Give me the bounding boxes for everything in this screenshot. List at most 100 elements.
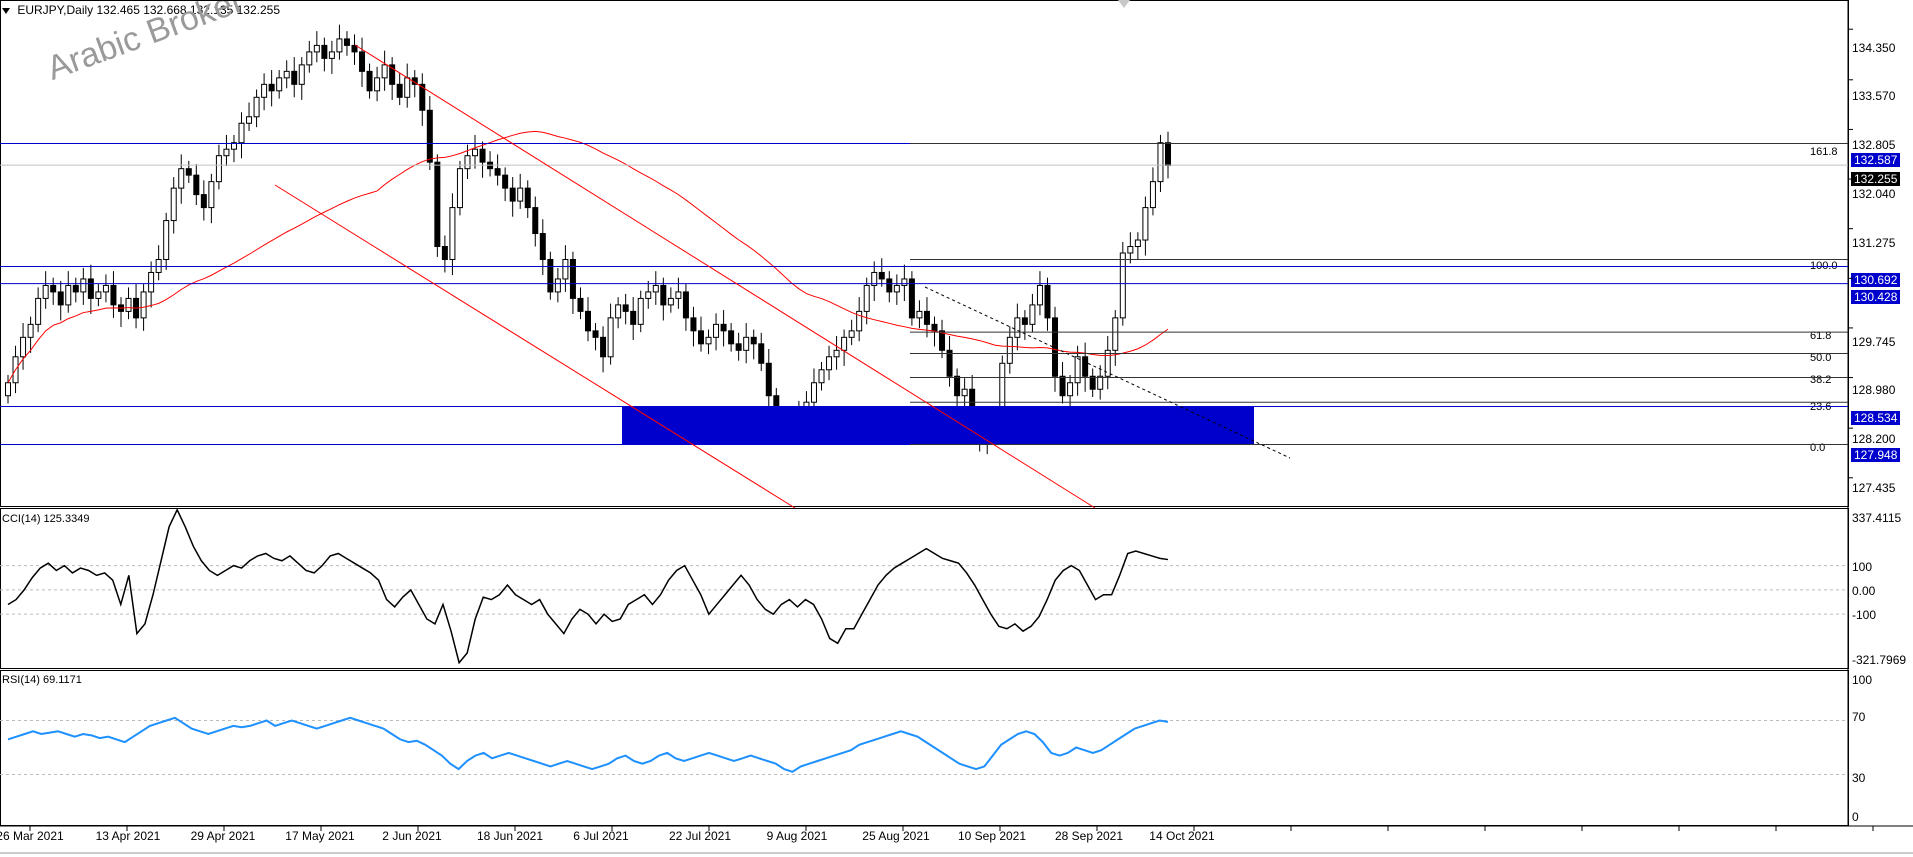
candle-body: [826, 356, 833, 371]
candle-body: [110, 284, 117, 306]
candle-body: [901, 278, 908, 286]
candle-body: [585, 310, 591, 332]
candle-body: [80, 278, 87, 293]
chart-header: EURJPY,Daily 132.465 132.668 132.135 132…: [2, 3, 280, 17]
moving-average-line: [7, 130, 1169, 383]
price-tick: 134.350: [1852, 41, 1896, 55]
candle-body: [1044, 284, 1051, 319]
candle-body: [42, 284, 49, 299]
fib-label-236: 23.6: [1810, 401, 1832, 413]
candle-body: [509, 187, 516, 202]
candle-body: [1029, 304, 1036, 325]
candle-body: [87, 278, 94, 299]
support-zone: [622, 406, 1254, 445]
candle-body: [238, 122, 245, 144]
candle-body: [622, 304, 629, 312]
candle-body: [1097, 375, 1104, 390]
candle-body: [140, 291, 147, 319]
candle-body: [833, 349, 840, 358]
fib-label-50: 50.0: [1810, 352, 1832, 364]
candle-body: [1119, 252, 1126, 319]
candle-body: [95, 291, 102, 299]
candle-body: [396, 83, 403, 98]
candle-body: [818, 369, 825, 384]
candle-body: [1134, 239, 1141, 248]
rsi-tick: 100: [1852, 673, 1873, 687]
candle-body: [494, 168, 501, 176]
candle-body: [1052, 317, 1059, 377]
candle-body: [637, 297, 644, 325]
candle-body: [893, 284, 900, 293]
candle-body: [343, 38, 350, 46]
candle-body: [449, 207, 456, 260]
candle-body: [276, 77, 283, 92]
candle-body: [404, 77, 411, 98]
trendline-lower: [274, 184, 796, 509]
price-tick: 128.200: [1852, 432, 1896, 446]
candle-body: [841, 336, 848, 351]
current-price-tag: 132.255: [1851, 172, 1901, 186]
date-label: 9 Aug 2021: [766, 829, 828, 843]
candle-body: [283, 70, 290, 79]
candle-body: [524, 187, 531, 209]
candle-body: [645, 291, 652, 299]
candle-body: [102, 284, 109, 293]
rsi-label: RSI(14) 69.1171: [2, 674, 82, 686]
candle-body: [939, 330, 946, 351]
candle-body: [758, 343, 765, 364]
candle-body: [532, 207, 539, 235]
candle-body: [954, 375, 961, 397]
candle-body: [291, 70, 298, 85]
candle-body: [607, 317, 614, 358]
candle-body: [419, 83, 426, 111]
candle-body: [306, 51, 313, 66]
date-label: 13 Apr 2021: [95, 829, 161, 843]
candle-body: [1006, 336, 1013, 364]
candle-body: [1082, 356, 1089, 377]
candle-body: [148, 271, 155, 293]
candle-body: [539, 233, 546, 260]
candle-body: [57, 291, 64, 306]
ohlc-values: 132.465 132.668 132.135 132.255: [96, 3, 281, 17]
rsi-pane-frame: [0, 670, 1849, 826]
candle-body: [185, 168, 192, 176]
candle-body: [517, 187, 524, 202]
candle-body: [261, 83, 268, 98]
candle-body: [946, 349, 953, 377]
cci-tick: 337.4115: [1852, 511, 1902, 525]
candle-body: [389, 64, 396, 85]
candle-body: [554, 278, 561, 293]
candle-body: [298, 64, 305, 85]
candle-body: [27, 323, 34, 338]
candle-body: [562, 258, 569, 280]
candle-body: [374, 77, 381, 92]
candle-body: [65, 284, 72, 306]
candle-body: [426, 109, 433, 163]
candle-body: [35, 297, 42, 325]
dashed-trendline: [924, 286, 1291, 459]
candle-body: [1104, 349, 1111, 377]
candle-body: [569, 258, 576, 299]
candle-body: [441, 246, 448, 260]
candle-body: [1165, 142, 1171, 166]
candle-body: [321, 44, 328, 59]
candle-body: [667, 297, 674, 306]
rsi-tick: 70: [1852, 710, 1866, 724]
rsi-line: [7, 716, 1169, 773]
candle-body: [690, 317, 697, 332]
candle-body: [750, 336, 757, 345]
candle-body: [931, 323, 938, 332]
candle-body: [5, 382, 11, 397]
candle-body: [713, 323, 720, 338]
candle-body: [615, 304, 622, 319]
date-label: 22 Jul 2021: [668, 829, 732, 843]
candle-body: [456, 168, 463, 209]
candle-body: [472, 148, 479, 157]
candle-body: [193, 174, 200, 196]
candle-body: [502, 174, 509, 189]
price-tick: 133.570: [1852, 89, 1896, 103]
candle-body: [223, 148, 230, 157]
candle-body: [682, 291, 689, 319]
dropdown-triangle-icon[interactable]: [2, 7, 10, 14]
cci-tick: 100: [1852, 560, 1873, 574]
